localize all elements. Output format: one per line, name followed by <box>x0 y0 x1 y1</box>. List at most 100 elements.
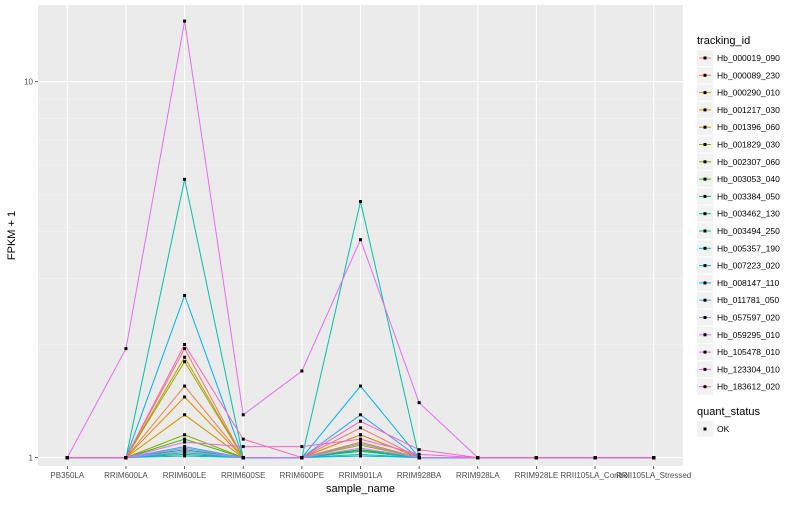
data-point <box>241 456 245 460</box>
legend-label: Hb_059295_010 <box>717 330 780 340</box>
shape-legend-label: OK <box>717 424 730 434</box>
data-point <box>183 445 187 449</box>
legend-key-point <box>703 367 707 371</box>
legend-label: Hb_001217_030 <box>717 105 780 115</box>
legend-key-point <box>703 108 707 112</box>
data-point <box>124 456 128 460</box>
legend-label: Hb_057597_020 <box>717 313 780 323</box>
legend-key-point <box>703 350 707 354</box>
legend-label: Hb_123304_010 <box>717 364 780 374</box>
legend-key-point <box>703 316 707 319</box>
legend-key-point <box>703 125 707 129</box>
legend-label: Hb_000290_010 <box>717 88 780 98</box>
data-point <box>241 445 245 449</box>
x-tick-label: RRIM928LA <box>456 471 500 480</box>
data-point <box>183 347 187 351</box>
data-point <box>183 440 187 444</box>
data-point <box>359 433 362 437</box>
legend-label: Hb_003053_040 <box>717 174 780 184</box>
data-point <box>300 456 304 460</box>
data-point <box>124 347 128 351</box>
legend-key-point <box>703 56 707 60</box>
data-point <box>359 384 362 388</box>
data-point <box>183 177 187 181</box>
legend-label: Hb_011781_050 <box>717 295 780 305</box>
legend-label: Hb_005357_190 <box>717 243 780 253</box>
data-point <box>183 454 187 458</box>
shape-legend-key-point <box>703 427 707 431</box>
data-point <box>359 426 362 430</box>
legend-label: Hb_001829_030 <box>717 140 780 150</box>
legend-label: Hb_000019_090 <box>717 53 780 63</box>
legend-key-point <box>703 298 707 302</box>
data-point <box>359 413 362 417</box>
data-point <box>183 452 187 456</box>
legend-key-point <box>703 229 707 233</box>
x-tick-label: RRII105LA_Stressed <box>616 471 691 480</box>
legend-key-point <box>703 385 707 389</box>
data-point <box>534 456 538 460</box>
data-point <box>359 437 362 441</box>
data-point <box>359 446 362 450</box>
data-point <box>183 355 187 359</box>
legend-key-point <box>703 160 707 164</box>
data-point <box>359 454 362 458</box>
x-tick-label: RRIM600SE <box>221 471 265 480</box>
shape-legend-title: quant_status <box>697 406 760 418</box>
data-point <box>183 395 187 399</box>
legend-title: tracking_id <box>697 35 750 47</box>
legend-key-point <box>703 73 707 77</box>
legend-label: Hb_007223_020 <box>717 261 780 271</box>
data-point <box>417 452 421 456</box>
data-point <box>300 445 304 449</box>
y-tick-label: 1 <box>29 454 34 463</box>
data-point <box>359 452 362 456</box>
legend-label: Hb_003462_130 <box>717 209 780 219</box>
legend-label: Hb_003384_050 <box>717 191 780 201</box>
data-point <box>652 456 656 460</box>
data-point <box>183 446 187 450</box>
data-point <box>417 456 421 460</box>
y-axis-title: FPKM + 1 <box>6 211 18 260</box>
data-point <box>183 413 187 417</box>
x-tick-label: RRII105LA_Control <box>560 471 630 480</box>
legend-key-point <box>703 177 707 181</box>
data-point <box>183 19 187 23</box>
data-point <box>183 360 187 364</box>
data-point <box>183 451 187 455</box>
data-point <box>183 384 187 388</box>
data-point <box>300 369 304 373</box>
legend-label: Hb_000089_230 <box>717 70 780 80</box>
data-point <box>417 448 421 452</box>
data-point <box>241 413 245 417</box>
data-point <box>593 456 597 460</box>
legend-key-point <box>703 91 707 95</box>
data-point <box>359 419 362 423</box>
data-point <box>183 448 187 452</box>
x-tick-label: RRIM901LA <box>339 471 383 480</box>
data-point <box>359 238 362 242</box>
x-tick-label: RRIM600LA <box>104 471 148 480</box>
data-point <box>359 449 362 453</box>
data-point <box>183 449 187 453</box>
legend-key-point <box>703 281 707 285</box>
data-point <box>359 448 362 452</box>
data-point <box>183 342 187 346</box>
legend-label: Hb_003494_250 <box>717 226 780 236</box>
legend-key-point <box>703 143 707 146</box>
data-point <box>417 401 421 405</box>
data-point <box>183 293 187 297</box>
x-tick-label: PB350LA <box>50 471 84 480</box>
data-point <box>476 456 480 460</box>
legend-label: Hb_183612_020 <box>717 382 780 392</box>
x-axis-title: sample_name <box>326 483 395 495</box>
data-point <box>359 442 362 446</box>
legend-label: Hb_002307_060 <box>717 157 780 167</box>
data-point <box>359 200 362 204</box>
legend-key-point <box>703 246 707 250</box>
x-tick-label: RRIM600PE <box>280 471 324 480</box>
legend-label: Hb_001396_060 <box>717 122 780 132</box>
data-point <box>183 437 187 441</box>
